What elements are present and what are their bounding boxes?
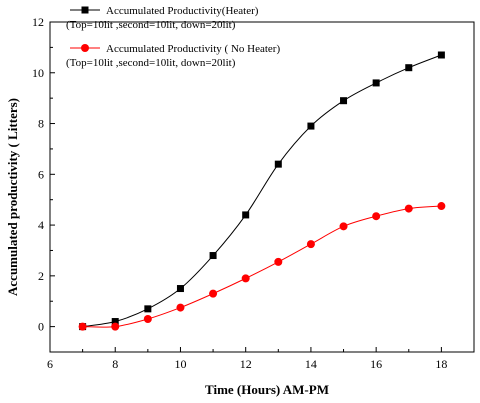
legend-sublabel: (Top=10lit ,second=10lit, down=20lit) xyxy=(66,19,236,31)
legend-label: Accumulated Productivity(Heater) xyxy=(106,5,259,17)
data-point xyxy=(209,252,217,260)
data-point xyxy=(405,64,413,72)
data-point xyxy=(78,322,87,331)
data-point xyxy=(372,79,380,87)
x-tick-label: 10 xyxy=(174,357,186,371)
series-line xyxy=(82,205,442,328)
y-tick-label: 12 xyxy=(32,15,44,29)
y-tick-label: 4 xyxy=(38,218,44,232)
y-axis-title: Accumulated productivity ( Litters) xyxy=(5,98,20,296)
y-tick-label: 0 xyxy=(38,320,44,334)
y-tick-label: 10 xyxy=(32,66,44,80)
data-point xyxy=(176,303,185,312)
x-tick-label: 6 xyxy=(47,357,53,371)
data-point xyxy=(274,257,283,266)
y-tick-label: 8 xyxy=(38,117,44,131)
data-point xyxy=(274,160,282,168)
data-point xyxy=(241,274,250,283)
series-2 xyxy=(78,202,446,331)
series-1 xyxy=(79,51,445,331)
data-point xyxy=(404,204,413,213)
data-point xyxy=(242,211,250,219)
legend-marker xyxy=(81,44,89,52)
data-point xyxy=(111,318,119,326)
legend-sublabel: (Top=10lit ,second=10lit, down=20lit) xyxy=(66,57,236,69)
x-tick-label: 14 xyxy=(305,357,317,371)
series-layer xyxy=(78,51,446,331)
x-tick-label: 16 xyxy=(370,357,382,371)
data-point xyxy=(111,322,120,331)
x-tick-label: 18 xyxy=(435,357,447,371)
data-point xyxy=(372,212,381,221)
x-tick-label: 12 xyxy=(240,357,252,371)
data-point xyxy=(144,305,152,313)
x-tick-label: 8 xyxy=(112,357,118,371)
legend: Accumulated Productivity(Heater) (Top=10l… xyxy=(66,5,280,69)
data-point xyxy=(306,240,315,249)
data-point xyxy=(307,122,315,130)
legend-label: Accumulated Productivity ( No Heater) xyxy=(106,43,280,55)
data-point xyxy=(437,202,446,211)
data-point xyxy=(340,97,348,105)
data-point xyxy=(209,289,218,298)
data-point xyxy=(176,285,184,293)
plot-frame xyxy=(49,21,475,353)
plot-frame-rect xyxy=(49,21,475,353)
x-axis-ticks: 6 8 10 12 14 16 18 xyxy=(47,347,447,371)
x-axis-title: Time (Hours) AM-PM xyxy=(205,382,329,397)
data-point xyxy=(437,51,445,59)
y-tick-label: 2 xyxy=(38,269,44,283)
y-tick-label: 6 xyxy=(38,167,44,181)
data-point xyxy=(339,222,348,231)
y-axis-ticks: 0 2 4 6 8 10 12 xyxy=(32,15,55,334)
series-line xyxy=(82,54,442,328)
legend-marker xyxy=(81,6,89,14)
data-point xyxy=(143,315,152,323)
